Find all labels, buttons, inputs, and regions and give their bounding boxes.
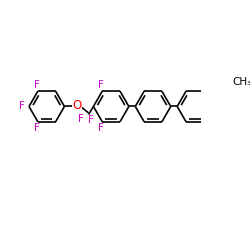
Text: F: F (34, 80, 40, 90)
Text: O: O (73, 99, 82, 112)
Text: F: F (88, 115, 94, 125)
Text: F: F (98, 80, 103, 90)
Text: F: F (78, 114, 84, 124)
Text: CH₃: CH₃ (233, 77, 250, 87)
Text: F: F (34, 123, 40, 133)
Text: F: F (98, 123, 103, 133)
Text: F: F (19, 102, 25, 112)
